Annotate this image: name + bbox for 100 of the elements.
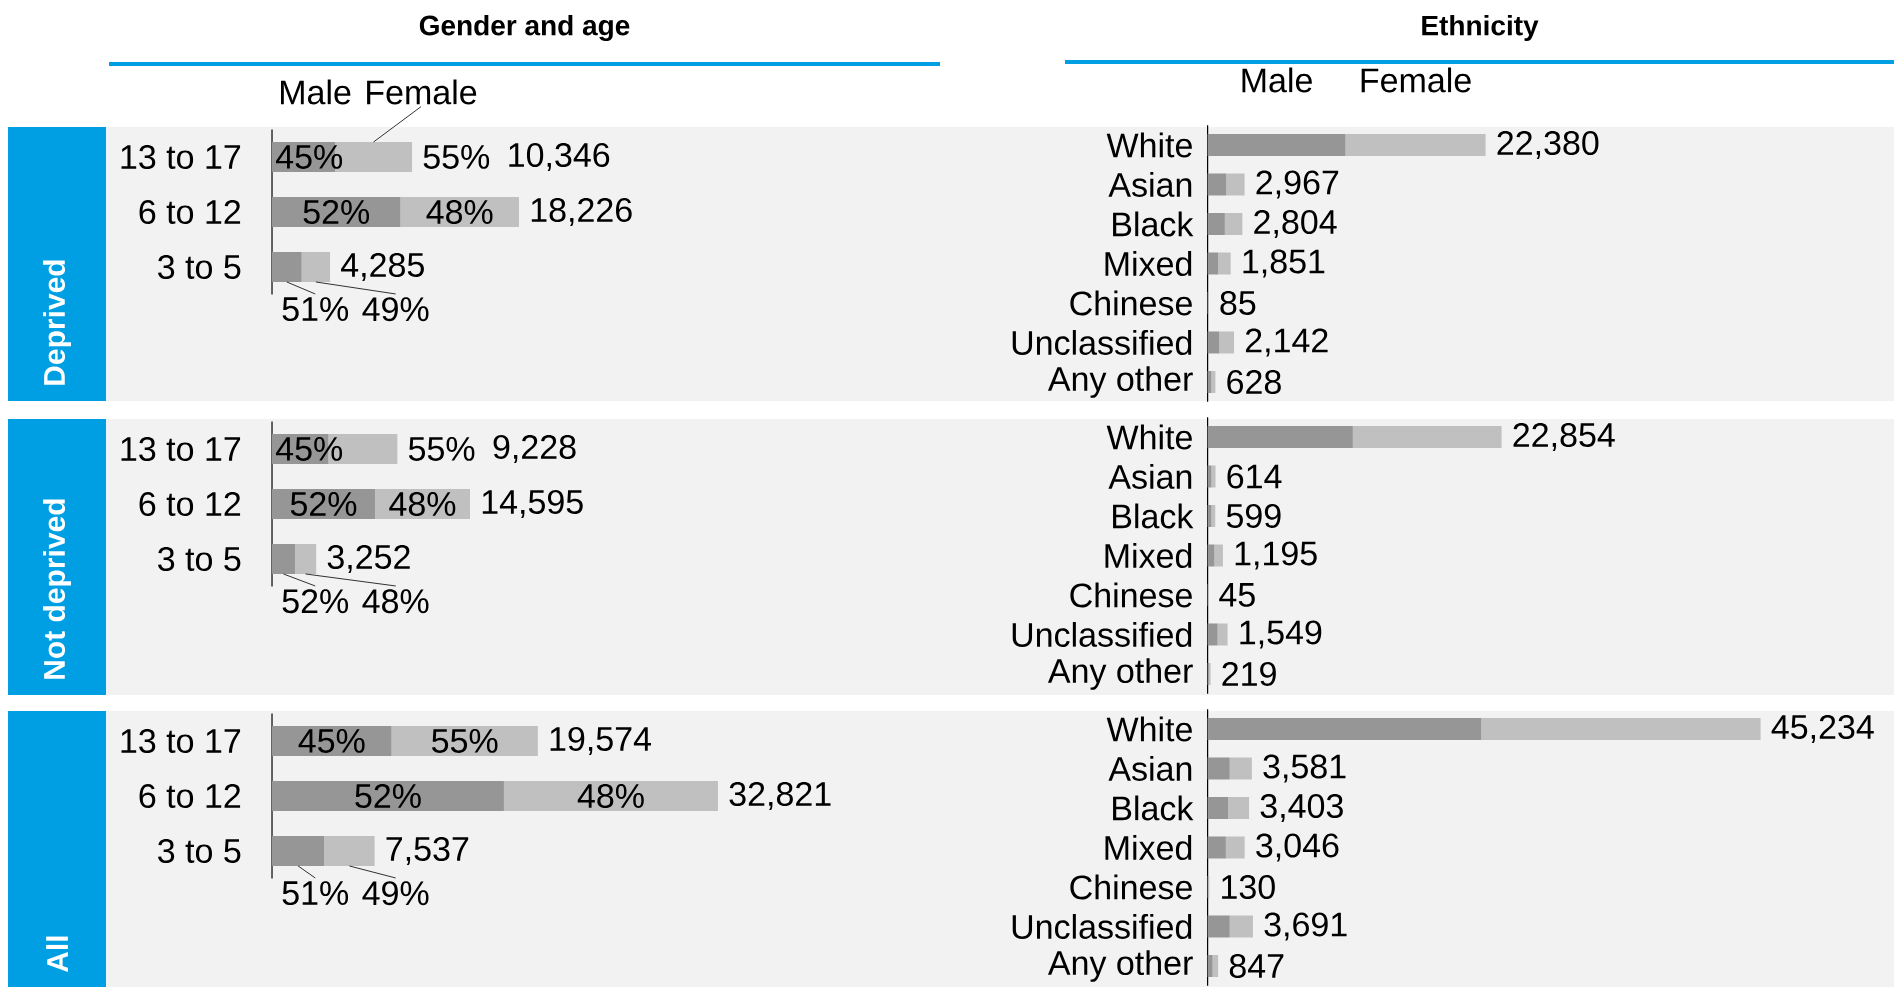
annotation: 48% bbox=[426, 199, 493, 225]
bar bbox=[1226, 173, 1245, 196]
bar bbox=[1224, 212, 1243, 235]
bar bbox=[1207, 623, 1218, 646]
y-tick-label: 13 to 17 bbox=[121, 436, 241, 462]
y-tick-label: Black bbox=[1113, 211, 1194, 237]
bar bbox=[272, 543, 295, 574]
annotation: 55% bbox=[423, 145, 490, 169]
annotation: 130 bbox=[1222, 874, 1275, 900]
y-tick-label: 3 to 5 bbox=[158, 838, 241, 864]
annotation: 3,046 bbox=[1256, 833, 1339, 862]
annotation: 3,403 bbox=[1260, 793, 1343, 823]
annotation: 45% bbox=[276, 145, 343, 169]
annotation: 614 bbox=[1227, 464, 1282, 489]
y-tick-label: 3 to 5 bbox=[158, 254, 241, 280]
annotation: 847 bbox=[1229, 953, 1284, 979]
annotation: 52% bbox=[355, 783, 421, 809]
text: 52% bbox=[282, 589, 349, 614]
bar bbox=[1481, 717, 1761, 740]
annotation: 45 bbox=[1219, 583, 1255, 607]
annotation: 4,285 bbox=[341, 252, 424, 282]
y-tick-label: 6 to 12 bbox=[139, 491, 241, 517]
y-tick-label: Black bbox=[1113, 503, 1194, 529]
bar bbox=[301, 251, 331, 282]
y-tick-label: Mixed bbox=[1105, 543, 1192, 568]
text: 51% bbox=[282, 297, 349, 322]
bar bbox=[1207, 133, 1346, 156]
annotation: 2,967 bbox=[1256, 170, 1339, 199]
bar bbox=[1207, 915, 1230, 938]
annotation: 18,226 bbox=[531, 197, 632, 227]
y-tick-label: Black bbox=[1113, 795, 1194, 821]
bar bbox=[324, 835, 375, 866]
y-tick-label: Mixed bbox=[1105, 835, 1192, 860]
annotation: 45,234 bbox=[1771, 714, 1874, 744]
annotation: 55% bbox=[408, 437, 475, 461]
y-tick-label: Asian bbox=[1108, 172, 1192, 197]
annotation: 1,195 bbox=[1235, 541, 1317, 570]
annotation: 1,549 bbox=[1240, 620, 1322, 649]
y-tick-label: Chinese bbox=[1070, 582, 1192, 608]
series-label: Female bbox=[367, 79, 477, 105]
text: 51% bbox=[282, 881, 349, 906]
y-tick-label: Mixed bbox=[1105, 251, 1192, 276]
text: 49% bbox=[362, 881, 429, 906]
chart-title: Gender and age bbox=[419, 14, 630, 42]
annotation: 48% bbox=[577, 783, 644, 809]
series-label: Female bbox=[1361, 67, 1471, 93]
bar bbox=[1207, 954, 1213, 977]
y-tick-label: White bbox=[1106, 132, 1192, 158]
y-tick-label: 13 to 17 bbox=[121, 728, 241, 754]
y-tick-label: 13 to 17 bbox=[121, 144, 241, 170]
bar bbox=[1207, 252, 1219, 275]
y-tick-label: Unclassified bbox=[1012, 913, 1192, 939]
annotation: 9,228 bbox=[493, 434, 576, 464]
annotation: 219 bbox=[1222, 661, 1276, 687]
annotation: 10,346 bbox=[509, 142, 610, 172]
y-axis-title: Deprived bbox=[43, 260, 71, 385]
series-label: Male bbox=[1242, 67, 1312, 93]
y-tick-label: Any other bbox=[1047, 366, 1193, 398]
series-label: Male bbox=[281, 79, 351, 105]
bar bbox=[1207, 425, 1353, 448]
annotation: 7,537 bbox=[386, 836, 469, 866]
y-tick-label: White bbox=[1106, 716, 1192, 742]
annotation: 3,691 bbox=[1264, 912, 1347, 941]
y-tick-label: Unclassified bbox=[1012, 329, 1192, 355]
bar bbox=[1225, 836, 1245, 859]
y-axis-title: All bbox=[46, 936, 68, 973]
bar bbox=[1212, 954, 1219, 977]
annotation: 55% bbox=[432, 729, 498, 753]
y-tick-label: Unclassified bbox=[1012, 621, 1192, 647]
bar bbox=[1229, 757, 1252, 780]
bar bbox=[1207, 331, 1220, 354]
y-tick-label: Any other bbox=[1047, 658, 1193, 690]
y-tick-label: Asian bbox=[1108, 756, 1192, 781]
bar bbox=[1211, 465, 1216, 488]
bar bbox=[1207, 836, 1226, 859]
bar bbox=[272, 251, 302, 282]
annotation: 45% bbox=[276, 437, 343, 461]
bar bbox=[1211, 504, 1216, 527]
annotation: 45% bbox=[298, 729, 365, 753]
bar bbox=[1218, 252, 1231, 275]
annotation: 3,581 bbox=[1263, 754, 1346, 783]
y-tick-label: 6 to 12 bbox=[139, 783, 241, 809]
chart-title: Ethnicity bbox=[1422, 14, 1539, 42]
annotation: 52% bbox=[290, 491, 357, 517]
y-tick-label: White bbox=[1106, 424, 1192, 450]
bar bbox=[1217, 623, 1228, 646]
annotation: 1,851 bbox=[1243, 249, 1325, 278]
bar bbox=[503, 780, 719, 811]
text: 48% bbox=[362, 589, 429, 614]
y-tick-label: 3 to 5 bbox=[158, 546, 241, 572]
annotation: 599 bbox=[1226, 503, 1281, 529]
y-tick-label: Chinese bbox=[1070, 290, 1192, 316]
bar bbox=[1207, 796, 1229, 819]
annotation: 3,252 bbox=[327, 544, 410, 574]
annotation: 19,574 bbox=[550, 726, 652, 756]
bar bbox=[1207, 173, 1227, 196]
bar bbox=[1352, 425, 1502, 448]
bar bbox=[272, 835, 325, 866]
annotation: 14,595 bbox=[482, 489, 583, 519]
annotation: 22,380 bbox=[1497, 130, 1599, 160]
